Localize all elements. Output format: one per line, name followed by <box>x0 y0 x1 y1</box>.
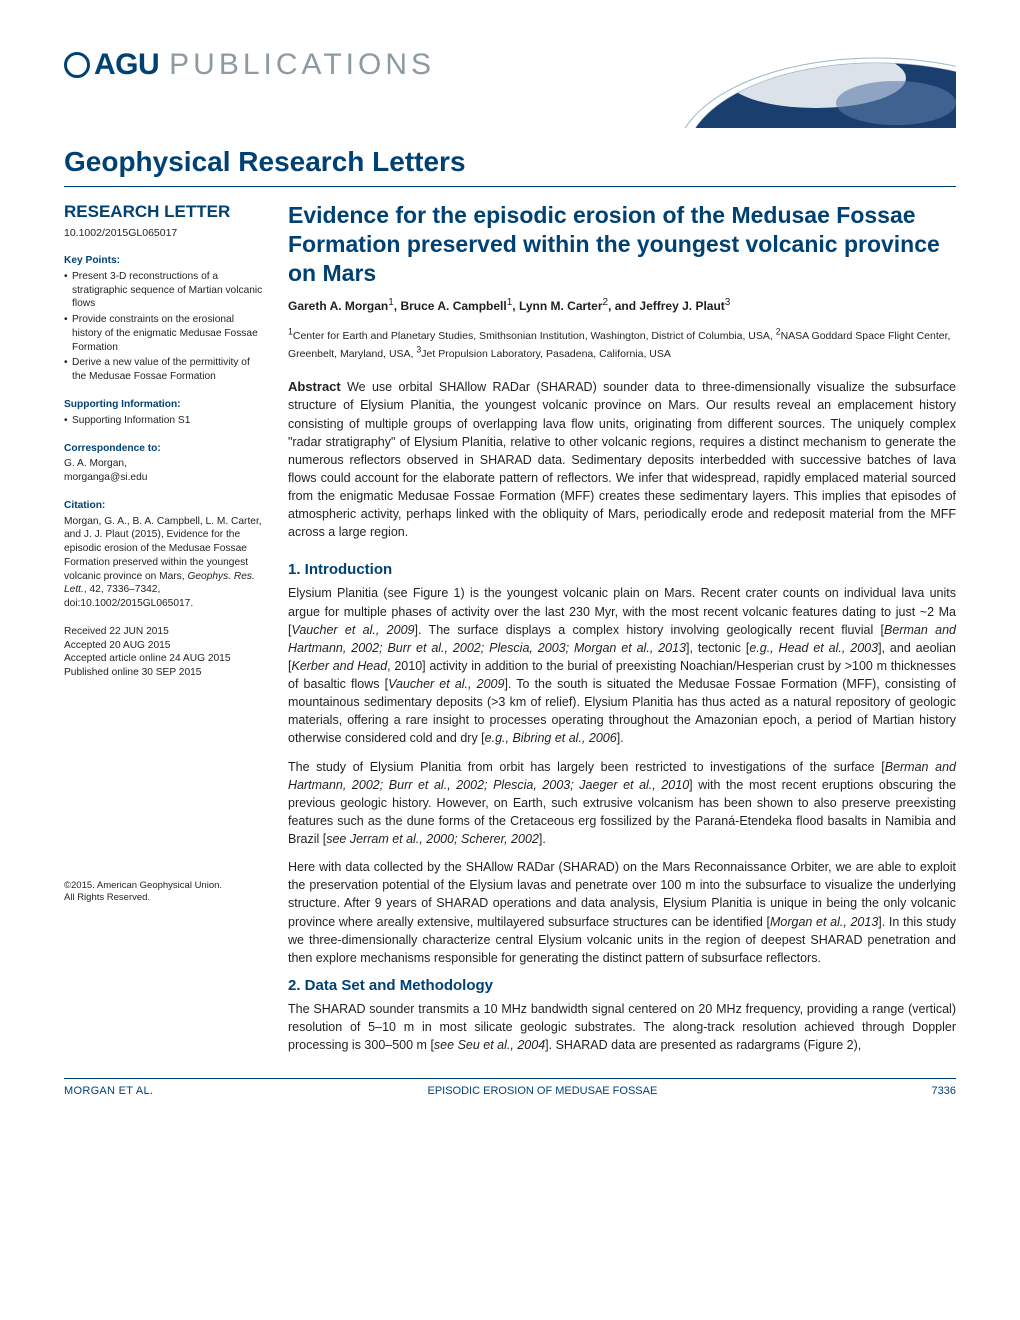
rights-text: All Rights Reserved. <box>64 892 264 904</box>
citation-text: Morgan, G. A., B. A. Campbell, L. M. Car… <box>64 515 264 611</box>
section-intro-title: 1. Introduction <box>288 561 956 578</box>
date-accepted: Accepted 20 AUG 2015 <box>64 639 264 653</box>
footer-divider <box>64 1078 956 1079</box>
body-paragraph: The SHARAD sounder transmits a 10 MHz ba… <box>288 1000 956 1054</box>
planet-graphic <box>676 48 956 128</box>
key-points-list: Present 3-D reconstructions of a stratig… <box>64 270 264 384</box>
abstract: Abstract We use orbital SHAllow RADar (S… <box>288 378 956 542</box>
copyright-text: ©2015. American Geophysical Union. <box>64 880 264 892</box>
correspondence-email: morganga@si.edu <box>64 471 264 485</box>
agu-mark: AGU <box>64 48 159 82</box>
article-type: RESEARCH LETTER <box>64 201 264 224</box>
list-item: Derive a new value of the permittivity o… <box>64 356 264 384</box>
key-points-head: Key Points: <box>64 254 264 268</box>
globe-icon <box>64 52 90 78</box>
list-item: Provide constraints on the erosional his… <box>64 313 264 354</box>
body-paragraph: The study of Elysium Planitia from orbit… <box>288 758 956 849</box>
list-item: Supporting Information S1 <box>64 414 264 428</box>
footer-authors: MORGAN ET AL. <box>64 1085 153 1097</box>
body-paragraph: Elysium Planitia (see Figure 1) is the y… <box>288 584 956 747</box>
publications-text: PUBLICATIONS <box>169 48 435 82</box>
copyright-block: ©2015. American Geophysical Union. All R… <box>64 880 264 905</box>
article-title: Evidence for the episodic erosion of the… <box>288 201 956 287</box>
correspondence-head: Correspondence to: <box>64 442 264 456</box>
journal-title: Geophysical Research Letters <box>64 146 956 178</box>
sidebar: RESEARCH LETTER 10.1002/2015GL065017 Key… <box>64 201 264 1064</box>
authors: Gareth A. Morgan1, Bruce A. Campbell1, L… <box>288 297 956 313</box>
correspondence-name: G. A. Morgan, <box>64 457 264 471</box>
doi: 10.1002/2015GL065017 <box>64 226 264 240</box>
dates-block: Received 22 JUN 2015 Accepted 20 AUG 201… <box>64 625 264 680</box>
footer-running-title: EPISODIC EROSION OF MEDUSAE FOSSAE <box>427 1085 657 1097</box>
agu-text: AGU <box>94 48 159 82</box>
body-paragraph: Here with data collected by the SHAllow … <box>288 858 956 967</box>
affiliations: 1Center for Earth and Planetary Studies,… <box>288 325 956 361</box>
publisher-logo: AGU PUBLICATIONS <box>64 48 435 82</box>
divider <box>64 186 956 187</box>
abstract-label: Abstract <box>288 379 341 394</box>
main-content: Evidence for the episodic erosion of the… <box>288 201 956 1064</box>
list-item: Present 3-D reconstructions of a stratig… <box>64 270 264 311</box>
supporting-list: Supporting Information S1 <box>64 414 264 428</box>
date-published: Published online 30 SEP 2015 <box>64 666 264 680</box>
section-methods-title: 2. Data Set and Methodology <box>288 977 956 994</box>
footer-page: 7336 <box>932 1085 956 1097</box>
abstract-text: We use orbital SHAllow RADar (SHARAD) so… <box>288 380 956 540</box>
citation-head: Citation: <box>64 499 264 513</box>
supporting-head: Supporting Information: <box>64 398 264 412</box>
date-accepted-online: Accepted article online 24 AUG 2015 <box>64 652 264 666</box>
footer: MORGAN ET AL. EPISODIC EROSION OF MEDUSA… <box>64 1085 956 1097</box>
header: AGU PUBLICATIONS <box>64 48 956 128</box>
date-received: Received 22 JUN 2015 <box>64 625 264 639</box>
